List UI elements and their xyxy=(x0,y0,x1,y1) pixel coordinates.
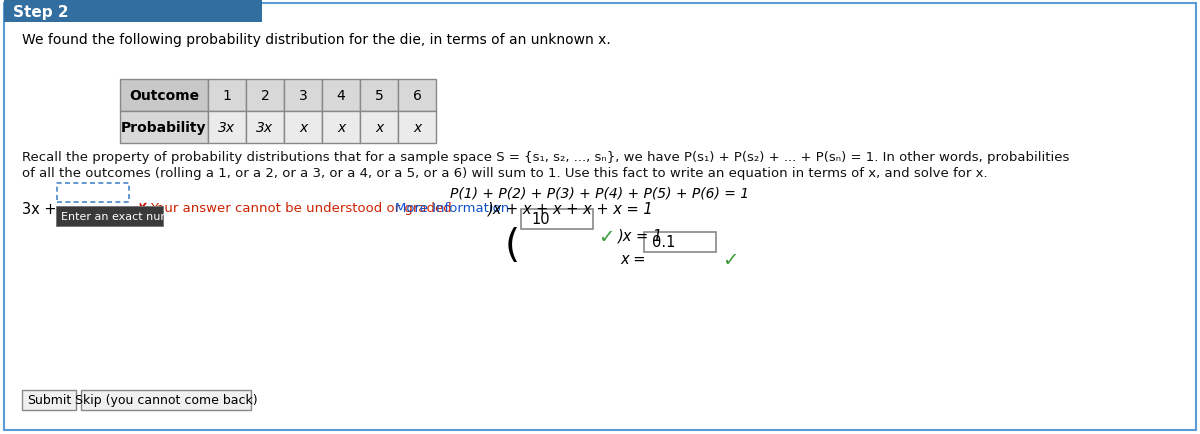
Text: 4: 4 xyxy=(337,89,346,103)
Text: We found the following probability distribution for the die, in terms of an unkn: We found the following probability distr… xyxy=(22,33,611,47)
Text: Recall the property of probability distributions that for a sample space S = {s₁: Recall the property of probability distr… xyxy=(22,151,1069,164)
Text: P(1) + P(2) + P(3) + P(4) + P(5) + P(6) = 1: P(1) + P(2) + P(3) + P(4) + P(5) + P(6) … xyxy=(450,187,750,201)
Text: 6: 6 xyxy=(413,89,421,103)
Text: x: x xyxy=(374,121,383,135)
Text: More Information: More Information xyxy=(395,201,509,214)
Text: Submit: Submit xyxy=(26,394,71,407)
Bar xyxy=(360,80,398,112)
Bar xyxy=(246,112,284,144)
Text: 5: 5 xyxy=(374,89,383,103)
Text: 3: 3 xyxy=(299,89,307,103)
Bar xyxy=(120,80,208,112)
Text: x: x xyxy=(299,121,307,135)
Text: Skip (you cannot come back): Skip (you cannot come back) xyxy=(74,394,257,407)
Bar xyxy=(120,112,208,144)
Text: 10: 10 xyxy=(530,212,550,227)
Bar xyxy=(4,1,262,23)
Text: ✗: ✗ xyxy=(134,201,148,218)
Bar xyxy=(360,112,398,144)
Text: (: ( xyxy=(505,227,520,264)
Text: ✓: ✓ xyxy=(598,227,614,247)
Text: )x = 1: )x = 1 xyxy=(618,228,664,243)
Text: )x + x + x + x + x = 1: )x + x + x + x + x = 1 xyxy=(488,201,654,217)
Bar xyxy=(208,112,246,144)
Text: x: x xyxy=(413,121,421,135)
Bar xyxy=(284,80,322,112)
Text: Enter an exact number.: Enter an exact number. xyxy=(61,211,192,221)
Text: Your answer cannot be understood or graded.: Your answer cannot be understood or grad… xyxy=(150,201,456,214)
Text: 3x +: 3x + xyxy=(22,201,56,217)
Text: Probability: Probability xyxy=(121,121,206,135)
Text: Step 2: Step 2 xyxy=(13,4,68,20)
Text: 0.1: 0.1 xyxy=(652,235,676,250)
Bar xyxy=(398,80,436,112)
FancyBboxPatch shape xyxy=(56,207,163,227)
FancyBboxPatch shape xyxy=(521,210,593,230)
FancyBboxPatch shape xyxy=(82,390,251,410)
Bar xyxy=(208,80,246,112)
FancyBboxPatch shape xyxy=(58,184,130,203)
Text: x =: x = xyxy=(620,251,646,266)
Bar xyxy=(322,80,360,112)
Text: 2: 2 xyxy=(260,89,269,103)
Text: of all the outcomes (rolling a 1, or a 2, or a 3, or a 4, or a 5, or a 6) will s: of all the outcomes (rolling a 1, or a 2… xyxy=(22,167,988,180)
Text: 3x: 3x xyxy=(257,121,274,135)
FancyBboxPatch shape xyxy=(644,233,716,253)
Text: x: x xyxy=(337,121,346,135)
FancyBboxPatch shape xyxy=(4,4,1196,430)
Text: ✓: ✓ xyxy=(722,250,738,270)
Text: Outcome: Outcome xyxy=(128,89,199,103)
Text: 3x: 3x xyxy=(218,121,235,135)
Bar xyxy=(322,112,360,144)
Bar xyxy=(398,112,436,144)
Bar xyxy=(284,112,322,144)
FancyBboxPatch shape xyxy=(22,390,76,410)
Text: 1: 1 xyxy=(222,89,232,103)
Bar xyxy=(246,80,284,112)
